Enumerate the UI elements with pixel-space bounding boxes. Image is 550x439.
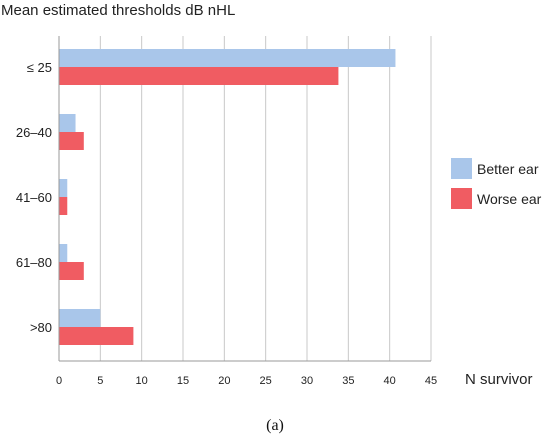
x-tick-label: 0: [56, 375, 62, 387]
x-tick-labels: 0 5 10 15 20 25 30 35 40 45: [56, 375, 437, 387]
x-axis-title: N survivor: [465, 371, 533, 388]
bar-better-ear: [59, 244, 68, 262]
x-tick-label: 25: [260, 375, 272, 387]
legend-label: Worse ear: [477, 191, 542, 207]
x-tick-label: 10: [136, 375, 148, 387]
y-tick-labels: ≤ 25 26–40 41–60 61–80 >80: [16, 60, 52, 335]
bars: [59, 49, 396, 345]
x-tick-label: 15: [177, 375, 189, 387]
y-tick-label: >80: [30, 320, 52, 335]
y-tick-label: 61–80: [16, 255, 52, 270]
bar-worse-ear: [59, 327, 134, 345]
bar-better-ear: [59, 114, 76, 132]
y-tick-label: ≤ 25: [27, 60, 52, 75]
x-tick-label: 30: [301, 375, 313, 387]
bar-better-ear: [59, 309, 101, 327]
x-tick-label: 5: [97, 375, 103, 387]
gridlines: [99, 36, 432, 361]
axes: [58, 36, 431, 362]
bar-better-ear: [59, 49, 396, 67]
bar-worse-ear: [59, 197, 68, 215]
legend-swatch-worse-ear: [451, 188, 472, 209]
bar-worse-ear: [59, 262, 84, 280]
x-tick-label: 35: [342, 375, 354, 387]
x-tick-label: 45: [425, 375, 437, 387]
y-tick-label: 26–40: [16, 125, 52, 140]
bar-worse-ear: [59, 132, 84, 150]
x-tick-label: 40: [384, 375, 396, 387]
legend-swatch-better-ear: [451, 158, 472, 179]
figure-caption: (a): [266, 417, 284, 434]
legend-label: Better ear: [477, 161, 539, 177]
y-tick-label: 41–60: [16, 190, 52, 205]
x-tick-label: 20: [218, 375, 230, 387]
legend: Better ear Worse ear: [451, 158, 542, 209]
y-axis-title: Mean estimated thresholds dB nHL: [1, 2, 235, 19]
bar-better-ear: [59, 179, 68, 197]
bar-worse-ear: [59, 67, 339, 85]
